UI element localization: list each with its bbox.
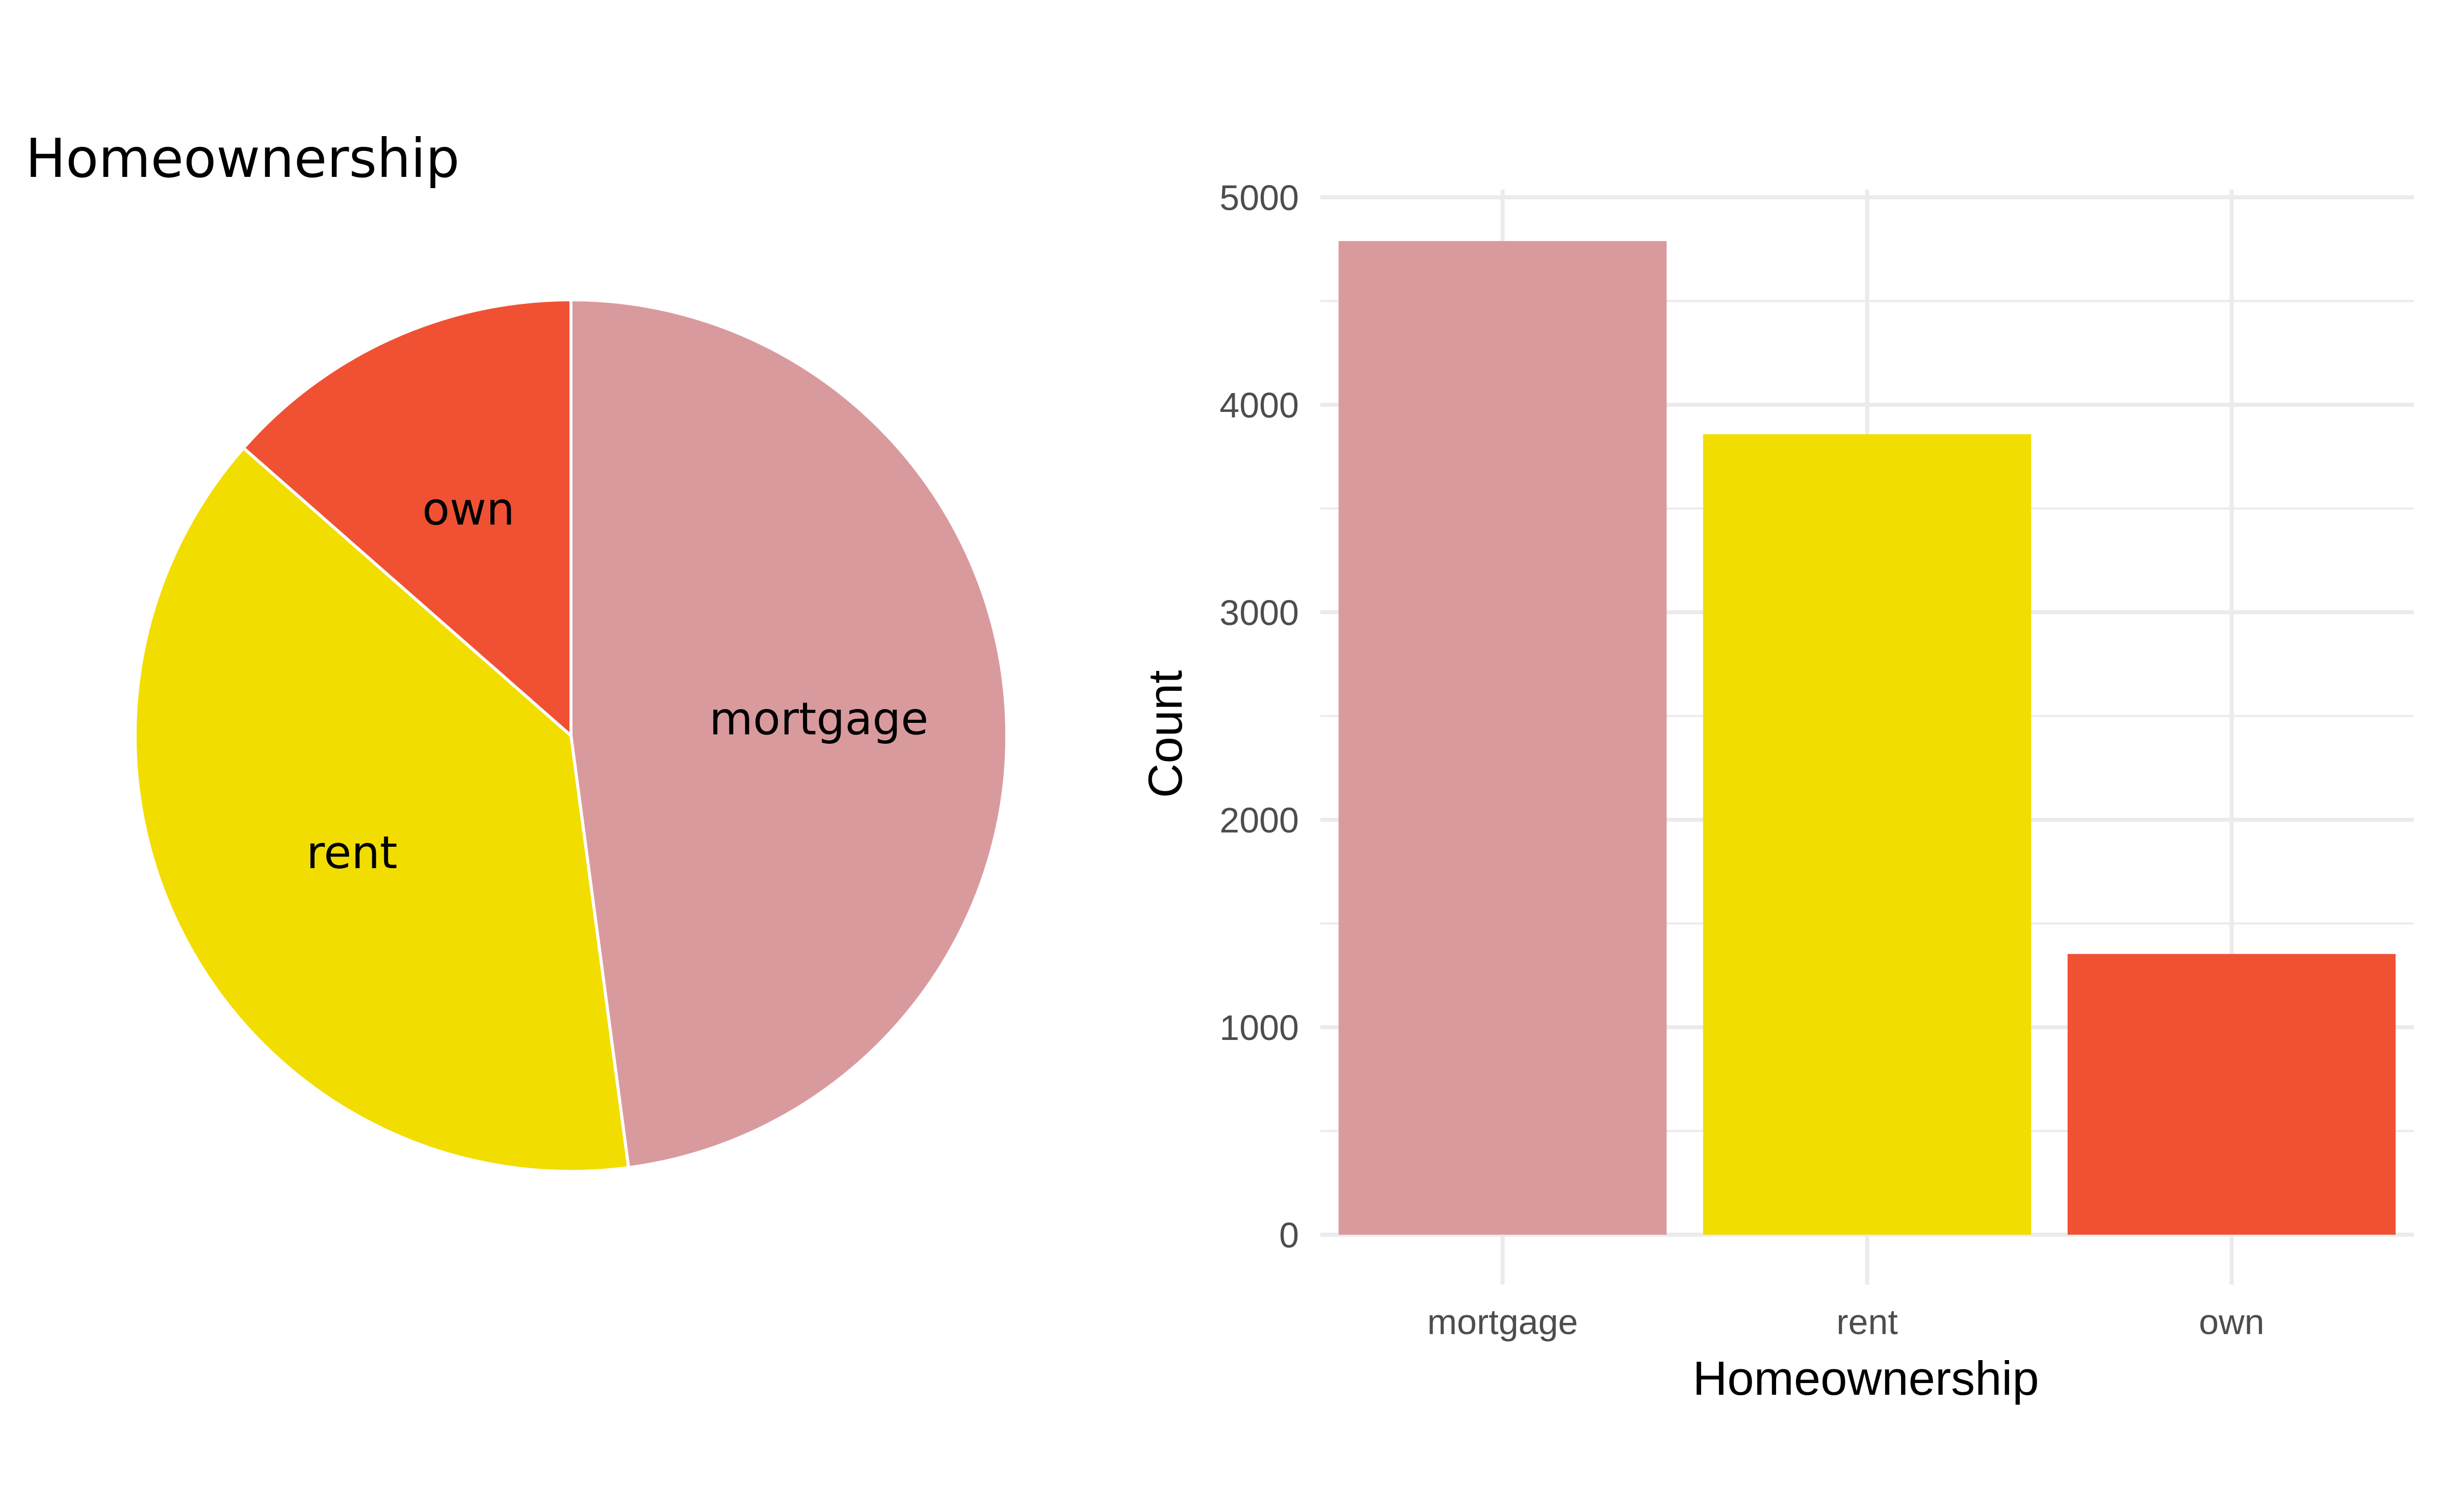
bar-own [2067, 954, 2396, 1235]
x-axis-ticks: mortgage rent own [1427, 1302, 2264, 1342]
y-axis-title: Count [1138, 670, 1192, 798]
pie-labels: mortgage rent own [306, 483, 928, 879]
bar-rent [1703, 434, 2032, 1235]
y-tick-label: 4000 [1219, 385, 1299, 425]
pie-chart: Homeownership mortgage rent own [25, 127, 1008, 1173]
x-tick-label: mortgage [1427, 1302, 1578, 1342]
x-tick-label: own [2199, 1302, 2264, 1342]
y-tick-label: 0 [1279, 1215, 1299, 1255]
bars [1338, 241, 2396, 1235]
y-tick-label: 1000 [1219, 1008, 1299, 1048]
bar-chart: 0 1000 2000 3000 4000 5000 mortgage rent own Ho… [1138, 178, 2414, 1405]
y-axis-ticks: 0 1000 2000 3000 4000 5000 [1219, 178, 1299, 1255]
pie-chart-title: Homeownership [25, 127, 460, 190]
pie-slice-mortgage [569, 298, 1008, 1169]
y-tick-label: 2000 [1219, 800, 1299, 840]
y-tick-label: 3000 [1219, 593, 1299, 633]
y-tick-label: 5000 [1219, 178, 1299, 218]
pie-slices [134, 298, 1008, 1173]
pie-label-rent: rent [306, 826, 398, 879]
pie-slice-own [241, 298, 572, 739]
bar-mortgage [1338, 241, 1667, 1235]
pie-label-own: own [422, 483, 515, 535]
pie-label-mortgage: mortgage [709, 693, 928, 745]
x-tick-label: rent [1836, 1302, 1898, 1342]
x-axis-title: Homeownership [1693, 1351, 2039, 1405]
pie-slice-rent [134, 446, 631, 1173]
